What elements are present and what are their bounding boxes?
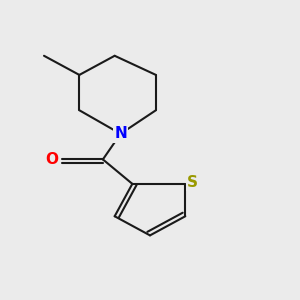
Text: O: O bbox=[46, 152, 59, 167]
Text: N: N bbox=[114, 126, 127, 141]
Text: S: S bbox=[187, 175, 198, 190]
